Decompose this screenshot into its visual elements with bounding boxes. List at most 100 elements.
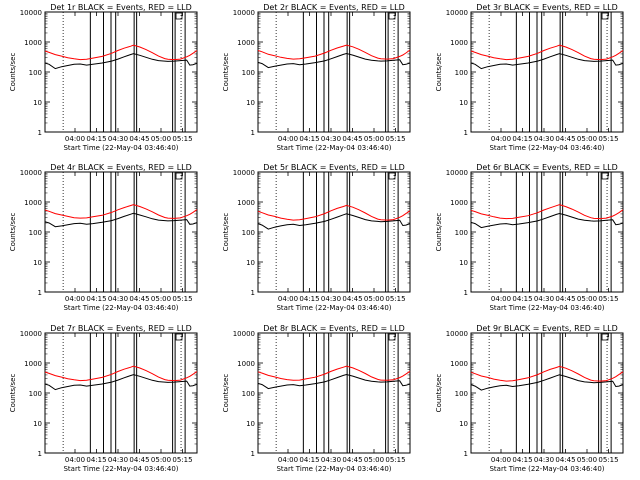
y-tick-label: 10000	[233, 9, 255, 17]
y-tick-label: 10	[33, 259, 42, 267]
series-lld	[44, 44, 198, 61]
y-tick-label: 100	[29, 390, 42, 398]
x-tick-label: 04:30	[108, 295, 128, 303]
panel-3: Det 3r BLACK = Events, RED = LLD 1 10 100 10…	[435, 3, 624, 152]
y-axis-label: Counts/sec	[435, 213, 443, 252]
saa-box-marker	[175, 333, 183, 341]
x-tick-label: 04:15	[299, 295, 319, 303]
y-tick-label: 100	[242, 229, 255, 237]
x-tick-label: 04:15	[299, 456, 319, 464]
y-tick-label: 10	[33, 420, 42, 428]
series-lld	[257, 365, 411, 381]
y-tick-label: 10	[33, 99, 42, 107]
y-tick-label: 10	[459, 259, 468, 267]
x-tick-label: 04:00	[491, 135, 511, 143]
y-tick-label: 1	[251, 450, 255, 458]
x-axis-label: Start Time (22-May-04 03:46:40)	[276, 304, 391, 312]
x-axis-label: Start Time (22-May-04 03:46:40)	[63, 304, 178, 312]
x-axis-label: Start Time (22-May-04 03:46:40)	[276, 144, 391, 152]
x-tick-label: 04:00	[65, 135, 85, 143]
y-axis-label: Counts/sec	[435, 53, 443, 92]
y-tick-label: 1000	[237, 199, 255, 207]
x-tick-label: 05:00	[151, 135, 171, 143]
panel-title: Det 7r BLACK = Events, RED = LLD	[50, 324, 192, 333]
y-tick-label: 1	[38, 289, 42, 297]
x-axis-label: Start Time (22-May-04 03:46:40)	[489, 465, 604, 473]
y-tick-label: 10	[246, 259, 255, 267]
x-tick-label: 04:45	[342, 135, 362, 143]
x-tick-label: 04:45	[129, 295, 149, 303]
series-lld	[257, 204, 411, 221]
y-axis-label: Counts/sec	[222, 213, 230, 252]
x-tick-label: 04:45	[555, 135, 575, 143]
x-axis-label: Start Time (22-May-04 03:46:40)	[63, 465, 178, 473]
y-tick-label: 1000	[450, 39, 468, 47]
x-tick-label: 05:15	[172, 295, 192, 303]
plot-frame	[44, 332, 198, 454]
x-tick-label: 04:30	[321, 456, 341, 464]
series-events	[470, 212, 624, 229]
y-tick-label: 100	[455, 390, 468, 398]
panel-title: Det 6r BLACK = Events, RED = LLD	[476, 163, 618, 172]
panel-title: Det 9r BLACK = Events, RED = LLD	[476, 324, 618, 333]
x-tick-label: 04:15	[86, 295, 106, 303]
plot-frame	[470, 171, 624, 293]
x-tick-label: 05:00	[364, 456, 384, 464]
series-events	[257, 52, 411, 69]
y-tick-label: 1000	[237, 39, 255, 47]
panel-4: Det 4r BLACK = Events, RED = LLD 1 10 100 10…	[9, 163, 198, 312]
x-tick-label: 05:15	[385, 456, 405, 464]
y-tick-label: 1	[464, 450, 468, 458]
y-tick-label: 1000	[24, 39, 42, 47]
y-axis-label: Counts/sec	[222, 374, 230, 413]
series-lld	[44, 365, 198, 382]
y-axis-label: Counts/sec	[435, 374, 443, 413]
x-tick-label: 05:15	[385, 135, 405, 143]
x-tick-label: 05:15	[598, 135, 618, 143]
series-lld	[257, 44, 411, 60]
series-events	[44, 374, 198, 391]
y-tick-label: 1	[464, 129, 468, 137]
panel-title: Det 8r BLACK = Events, RED = LLD	[263, 324, 405, 333]
plot-frame	[44, 11, 198, 133]
x-tick-label: 05:15	[598, 295, 618, 303]
plot-frame	[257, 11, 411, 133]
panel-8: Det 8r BLACK = Events, RED = LLD 1 10 100 10…	[222, 324, 411, 473]
y-tick-label: 1	[38, 129, 42, 137]
x-axis-label: Start Time (22-May-04 03:46:40)	[276, 465, 391, 473]
panel-1: Det 1r BLACK = Events, RED = LLD 1 10 100 10…	[9, 3, 198, 152]
x-tick-label: 04:15	[512, 456, 532, 464]
series-events	[257, 213, 411, 230]
plot-frame	[257, 171, 411, 293]
x-tick-label: 04:30	[534, 456, 554, 464]
y-tick-label: 1	[464, 289, 468, 297]
series-events	[470, 53, 624, 70]
y-tick-label: 100	[242, 69, 255, 77]
x-tick-label: 05:15	[385, 295, 405, 303]
plot-frame	[257, 332, 411, 454]
y-tick-label: 10000	[446, 330, 468, 338]
y-tick-label: 10000	[20, 330, 42, 338]
y-tick-label: 10	[459, 99, 468, 107]
saa-box-marker	[388, 333, 396, 341]
x-axis-label: Start Time (22-May-04 03:46:40)	[63, 144, 178, 152]
y-tick-label: 1	[251, 289, 255, 297]
y-tick-label: 100	[455, 69, 468, 77]
y-tick-label: 10000	[20, 169, 42, 177]
x-tick-label: 04:15	[512, 295, 532, 303]
x-tick-label: 04:45	[555, 295, 575, 303]
x-tick-label: 04:45	[129, 456, 149, 464]
y-axis-label: Counts/sec	[222, 53, 230, 92]
series-lld	[470, 365, 624, 382]
x-tick-label: 04:30	[321, 295, 341, 303]
panel-title: Det 3r BLACK = Events, RED = LLD	[476, 3, 618, 12]
y-axis-label: Counts/sec	[9, 53, 17, 92]
y-tick-label: 10000	[446, 169, 468, 177]
x-tick-label: 04:30	[108, 135, 128, 143]
y-tick-label: 1000	[237, 360, 255, 368]
panel-7: Det 7r BLACK = Events, RED = LLD 1 10 100 10…	[9, 324, 198, 473]
x-tick-label: 05:00	[577, 456, 597, 464]
series-lld	[470, 44, 624, 61]
panel-title: Det 1r BLACK = Events, RED = LLD	[50, 3, 192, 12]
y-tick-label: 10	[459, 420, 468, 428]
